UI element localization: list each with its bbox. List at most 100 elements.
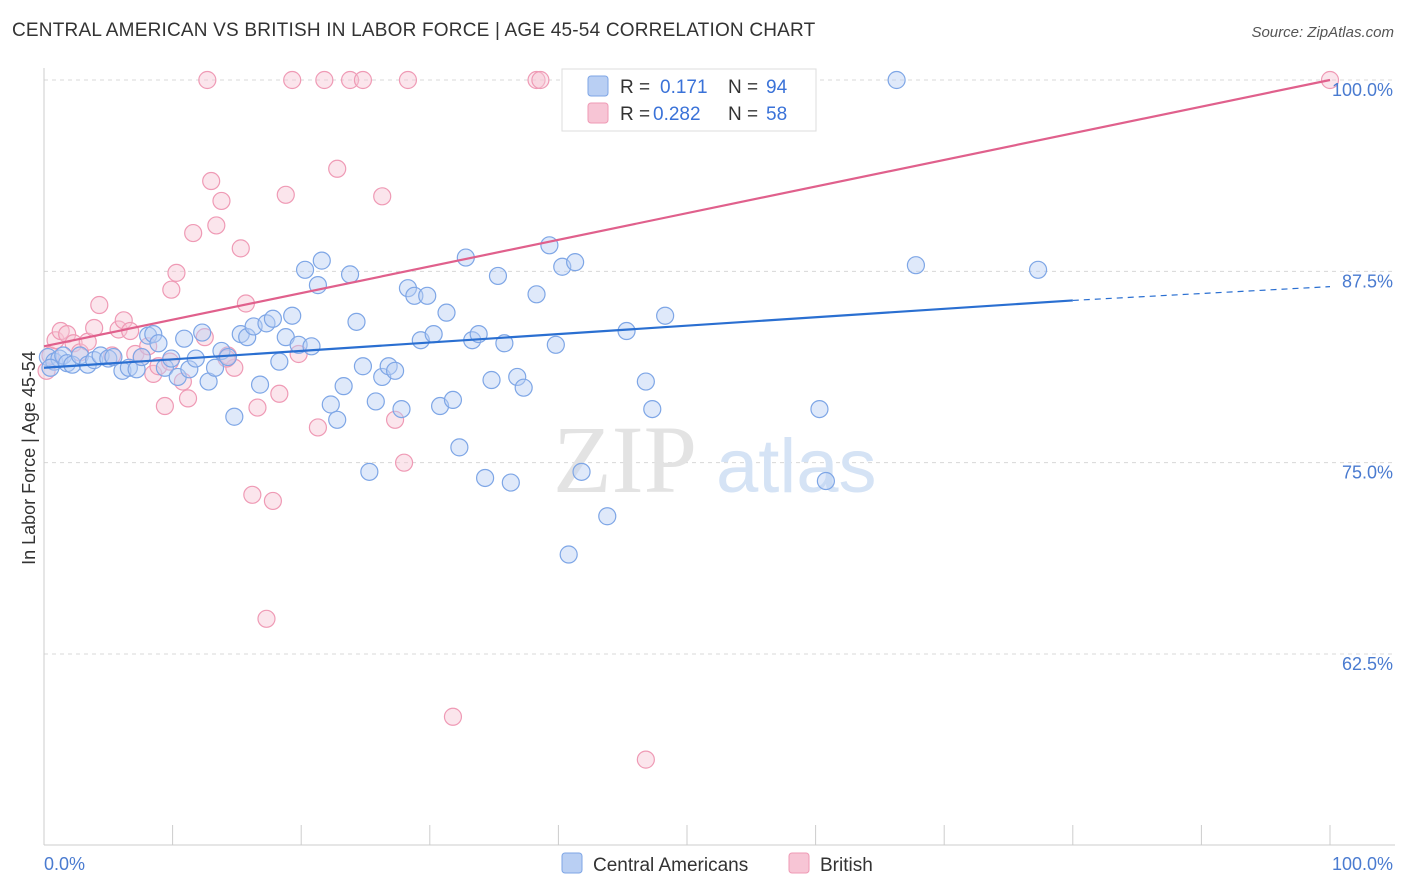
central-americans-point-44: [312, 251, 331, 270]
legend-n-value-british: 58: [766, 104, 787, 125]
y-tick-label-1: 75.0%: [1342, 463, 1393, 483]
central-americans-point-23: [180, 360, 199, 379]
british-point-27: [202, 171, 221, 191]
central-americans-point-90: [887, 70, 906, 90]
central-americans-point-6: [70, 346, 90, 365]
british-point-29: [212, 191, 231, 211]
central-americans-point-78: [546, 335, 565, 354]
british-point-39: [276, 185, 295, 204]
british-point-35: [248, 398, 267, 417]
central-americans-point-91: [906, 256, 926, 275]
british-point-37: [263, 491, 283, 511]
legend-swatch-british: [587, 102, 609, 124]
y-axis-label: In Labor Force | Age 45-54: [19, 351, 39, 565]
central-americans-point-30: [225, 407, 244, 426]
british-point-32: [231, 239, 250, 258]
central-americans-point-75: [514, 378, 533, 397]
british-point-36: [257, 609, 276, 628]
british-point-50: [398, 70, 418, 90]
central-americans-point-22: [175, 329, 194, 348]
legend-swatch-central: [587, 75, 609, 97]
legend-n-label-british: N =: [728, 104, 758, 125]
central-americans-point-86: [643, 399, 662, 419]
british-point-48: [385, 410, 405, 429]
central-americans-point-69: [475, 468, 495, 488]
central-americans-point-65: [450, 438, 469, 457]
central-americans-point-27: [205, 358, 225, 377]
central-americans-point-61: [424, 324, 443, 344]
x-tick-label-1: 100.0%: [1332, 854, 1393, 874]
british-point-23: [178, 389, 198, 408]
central-americans-point-0: [38, 347, 57, 367]
stats-legend: R = 0.171 N = 94 R = 0.282 N = 58: [561, 68, 817, 132]
central-americans-point-50: [353, 357, 373, 376]
central-americans-point-81: [566, 253, 585, 272]
british-point-34: [243, 485, 262, 504]
y-tick-label-3: 100.0%: [1332, 80, 1393, 100]
central-americans-point-74: [508, 367, 527, 387]
british-point-51: [443, 707, 463, 726]
central-americans-point-48: [340, 265, 360, 284]
source-label: Source: ZipAtlas.com: [1251, 24, 1394, 41]
central-americans-point-49: [347, 312, 366, 331]
british-point-9: [90, 295, 109, 315]
central-americans-point-51: [360, 462, 379, 481]
british-point-45: [340, 70, 360, 90]
central-americans-trend-extension: [1072, 286, 1331, 302]
chart-title: CENTRAL AMERICAN VS BRITISH IN LABOR FOR…: [12, 20, 816, 41]
british-point-31: [225, 358, 244, 377]
british-trend-line: [43, 78, 1331, 348]
british-point-26: [198, 70, 217, 90]
central-americans-point-42: [302, 337, 321, 356]
british-point-19: [155, 396, 174, 416]
central-americans-point-88: [810, 399, 829, 419]
central-americans-point-54: [379, 357, 398, 376]
trend-lines: [43, 78, 1331, 369]
central-americans-point-85: [636, 372, 655, 391]
british-point-49: [394, 453, 414, 472]
british-point-43: [315, 70, 334, 90]
central-americans-point-41: [295, 260, 315, 279]
legend-r-value-central: 0.171: [660, 77, 708, 98]
central-americans-trend-line: [43, 299, 1073, 369]
central-americans-point-63: [437, 303, 456, 322]
legend-r-value-british: 0.282: [653, 104, 701, 125]
british-point-54: [636, 750, 655, 769]
central-americans-point-36: [263, 309, 283, 328]
central-americans-point-80: [559, 545, 578, 564]
legend-r-label-central: R =: [620, 77, 650, 98]
central-americans-point-52: [366, 392, 385, 411]
bottom-legend-label-british: British: [820, 855, 873, 876]
central-americans-point-25: [193, 323, 212, 342]
british-point-24: [184, 223, 203, 243]
central-americans-point-76: [527, 285, 546, 304]
x-tick-labels: 0.0% 100.0%: [44, 854, 1393, 874]
legend-n-label-central: N =: [728, 77, 758, 98]
watermark: ZIP atlas: [553, 406, 877, 513]
central-americans-point-15: [132, 347, 151, 367]
central-americans-point-71: [488, 266, 508, 286]
central-americans-point-37: [270, 352, 289, 371]
x-tick-label-0: 0.0%: [44, 854, 85, 874]
series-legend: Central Americans British: [561, 852, 873, 876]
gridlines: [44, 79, 1395, 655]
british-point-40: [283, 70, 302, 90]
central-americans-point-64: [443, 390, 463, 410]
british-point-28: [207, 216, 226, 235]
central-americans-point-82: [572, 462, 591, 481]
central-americans-point-39: [283, 306, 302, 325]
central-americans-point-18: [149, 334, 168, 353]
british-point-44: [328, 159, 347, 178]
british-point-47: [373, 187, 392, 206]
central-americans-point-46: [328, 410, 347, 429]
central-americans-point-56: [392, 399, 411, 419]
british-point-52: [527, 70, 546, 90]
british-point-42: [308, 418, 328, 437]
british-point-46: [353, 70, 373, 90]
central-americans-point-89: [816, 471, 835, 491]
central-americans-point-55: [385, 361, 405, 380]
central-americans-point-72: [495, 334, 514, 353]
british-point-53: [531, 70, 550, 90]
british-point-38: [270, 384, 289, 403]
